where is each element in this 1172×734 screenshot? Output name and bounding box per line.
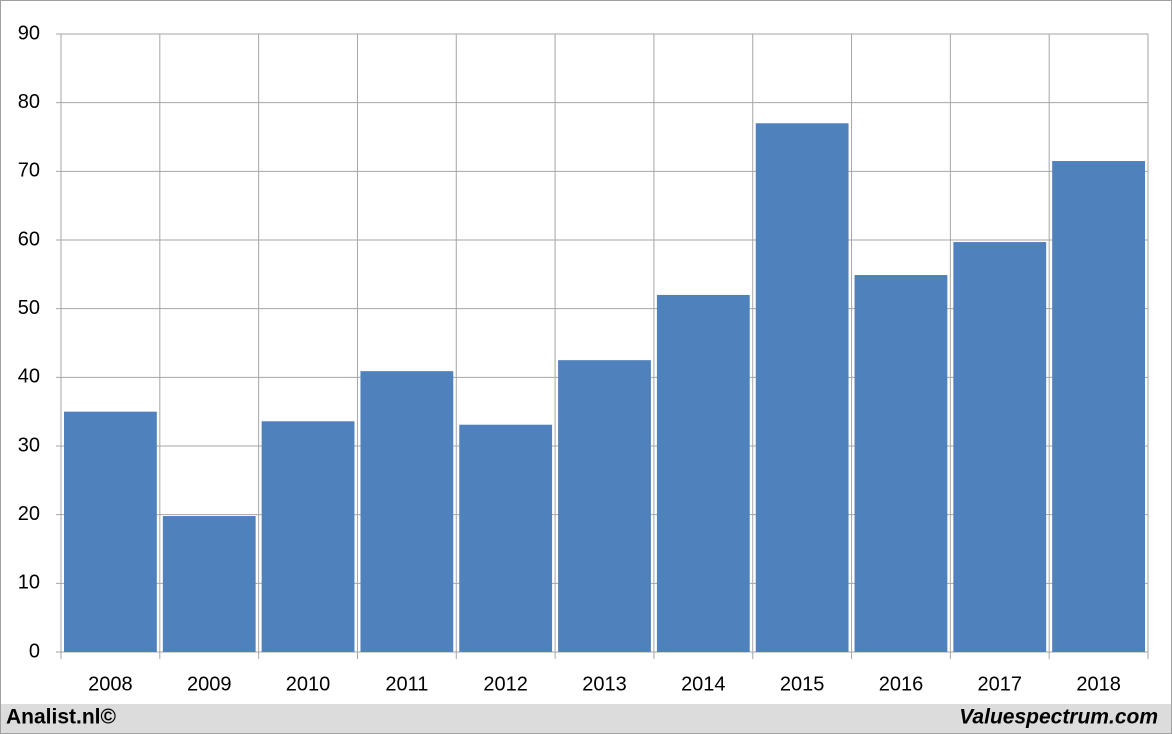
- y-tick-label: 30: [18, 434, 40, 456]
- x-tick-label: 2012: [483, 673, 528, 695]
- x-tick-label: 2010: [286, 673, 331, 695]
- bar: [1052, 161, 1145, 653]
- x-tick-label: 2013: [582, 673, 627, 695]
- x-tick-label: 2014: [681, 673, 726, 695]
- y-tick-label: 70: [18, 160, 40, 182]
- y-tick-label: 0: [29, 640, 40, 662]
- y-tick-label: 80: [18, 91, 40, 113]
- x-tick-label: 2015: [780, 673, 825, 695]
- bar: [953, 242, 1047, 652]
- bar: [755, 123, 849, 653]
- bar: [854, 275, 948, 652]
- x-tick-label: 2016: [879, 673, 924, 695]
- bar: [162, 516, 256, 652]
- x-tick-label: 2017: [978, 673, 1023, 695]
- footer-right: Valuespectrum.com: [959, 706, 1158, 729]
- y-tick-label: 40: [18, 366, 40, 388]
- bar: [558, 360, 651, 652]
- y-tick-label: 20: [18, 503, 40, 525]
- bar: [360, 371, 454, 652]
- x-tick-label: 2018: [1076, 673, 1121, 695]
- y-tick-label: 50: [18, 297, 40, 319]
- footer-left: Analist.nl©: [6, 706, 117, 729]
- x-tick-label: 2009: [187, 673, 232, 695]
- footer-band: [1, 704, 1171, 733]
- x-tick-label: 2011: [385, 673, 428, 695]
- y-tick-label: 10: [18, 572, 40, 594]
- x-tick-label: 2008: [88, 673, 133, 695]
- y-tick-label: 60: [18, 228, 40, 250]
- bar: [656, 294, 750, 652]
- y-tick-label: 90: [18, 22, 40, 44]
- bar: [261, 421, 355, 652]
- bar: [64, 411, 157, 652]
- bar: [459, 424, 553, 652]
